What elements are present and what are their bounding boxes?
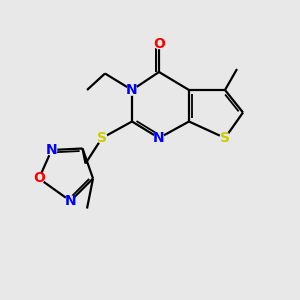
- Text: S: S: [97, 131, 107, 145]
- Circle shape: [220, 133, 230, 143]
- Text: S: S: [220, 131, 230, 145]
- Circle shape: [34, 173, 44, 184]
- Text: O: O: [33, 172, 45, 185]
- Text: O: O: [153, 37, 165, 50]
- Circle shape: [46, 145, 57, 155]
- Circle shape: [127, 85, 137, 95]
- Text: N: N: [65, 194, 76, 208]
- Text: N: N: [46, 143, 57, 157]
- Text: N: N: [153, 131, 165, 145]
- Circle shape: [154, 38, 164, 49]
- Circle shape: [97, 133, 107, 143]
- Circle shape: [154, 133, 164, 143]
- Text: N: N: [126, 83, 138, 97]
- Circle shape: [65, 196, 76, 206]
